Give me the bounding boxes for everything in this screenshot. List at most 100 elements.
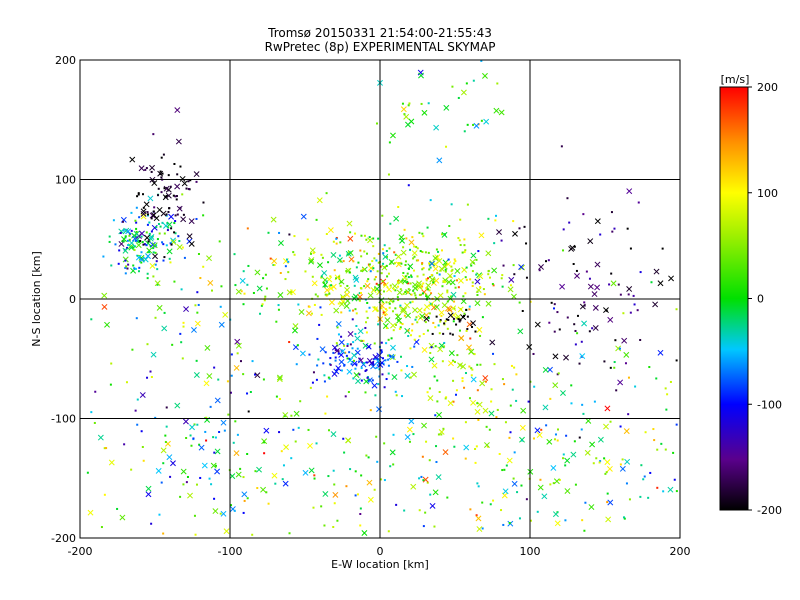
dot-marker (354, 367, 357, 370)
cross-marker (235, 342, 242, 349)
cross-marker (174, 107, 181, 114)
cross-marker (151, 242, 158, 249)
dot-marker (407, 335, 410, 338)
dot-marker (352, 377, 355, 380)
dot-marker (610, 211, 613, 214)
dot-marker (619, 463, 622, 466)
dot-marker (464, 276, 467, 279)
cross-marker (176, 244, 183, 251)
cross-marker (393, 215, 400, 222)
dot-marker (660, 442, 663, 445)
dot-marker (437, 250, 440, 253)
dot-marker (442, 332, 445, 335)
dot-marker (126, 246, 129, 249)
dot-marker (105, 447, 108, 450)
cross-marker (256, 466, 263, 473)
dot-marker (633, 303, 636, 306)
cross-marker (214, 448, 221, 455)
dot-marker (195, 180, 198, 183)
dot-marker (375, 282, 378, 285)
dot-marker (472, 123, 475, 126)
dot-marker (512, 220, 515, 223)
dot-marker (254, 470, 257, 473)
cross-marker (428, 260, 435, 267)
dot-marker (413, 345, 416, 348)
cross-marker (621, 337, 628, 344)
dot-marker (410, 275, 413, 278)
dot-marker (424, 251, 427, 254)
dot-marker (463, 130, 466, 133)
dot-marker (242, 373, 245, 376)
dot-marker (380, 350, 383, 353)
dot-marker (521, 309, 524, 312)
dot-marker (605, 471, 608, 474)
dot-marker (311, 381, 314, 384)
dot-marker (606, 501, 609, 504)
dot-marker (476, 402, 479, 405)
dot-marker (637, 201, 640, 204)
dot-marker (457, 318, 460, 321)
dot-marker (194, 304, 197, 307)
dot-marker (355, 266, 358, 269)
dot-marker (458, 329, 461, 332)
dot-marker (418, 231, 421, 234)
dot-marker (384, 359, 387, 362)
dot-marker (427, 102, 430, 105)
dot-marker (396, 296, 399, 299)
dot-marker (146, 343, 149, 346)
dot-marker (208, 477, 211, 480)
chart-subtitle: RwPretec (8p) EXPERIMENTAL SKYMAP (265, 40, 496, 54)
dot-marker (576, 332, 579, 335)
dot-marker (610, 272, 613, 275)
dot-marker (297, 303, 300, 306)
dot-marker (373, 278, 376, 281)
cross-marker (235, 288, 242, 295)
dot-marker (581, 403, 584, 406)
dot-marker (384, 266, 387, 269)
dot-marker (595, 457, 598, 460)
cross-marker (412, 307, 418, 314)
dot-marker (380, 307, 383, 310)
dot-marker (399, 288, 402, 291)
dot-marker (163, 256, 166, 259)
dot-marker (477, 250, 480, 253)
dot-marker (395, 394, 398, 397)
dot-marker (332, 469, 335, 472)
dot-marker (648, 366, 651, 369)
dot-marker (161, 172, 164, 175)
dot-marker (422, 273, 425, 276)
dot-marker (135, 221, 138, 224)
dot-marker (538, 269, 541, 272)
dot-marker (394, 323, 397, 326)
cross-marker (438, 309, 445, 316)
x-tick-label: 200 (670, 545, 691, 558)
dot-marker (118, 249, 121, 252)
dot-marker (413, 255, 416, 258)
dot-marker (500, 509, 503, 512)
cross-marker (400, 249, 407, 256)
dot-marker (110, 264, 113, 267)
dot-marker (583, 301, 586, 304)
dot-marker (394, 307, 397, 310)
dot-marker (145, 231, 148, 234)
dot-marker (383, 479, 386, 482)
dot-marker (427, 288, 430, 291)
dot-marker (582, 412, 585, 415)
dot-marker (355, 363, 358, 366)
dot-marker (156, 283, 159, 286)
cross-marker (437, 292, 444, 299)
dot-marker (90, 411, 93, 414)
dot-marker (409, 301, 412, 304)
cross-marker (351, 360, 358, 367)
dot-marker (337, 352, 340, 355)
cross-marker (653, 268, 660, 275)
dot-marker (247, 264, 250, 267)
cross-marker (475, 515, 482, 522)
dot-marker (501, 274, 504, 277)
dot-marker (438, 391, 441, 394)
dot-marker (133, 245, 136, 248)
dot-marker (419, 250, 422, 253)
dot-marker (230, 353, 233, 356)
dot-marker (609, 420, 612, 423)
